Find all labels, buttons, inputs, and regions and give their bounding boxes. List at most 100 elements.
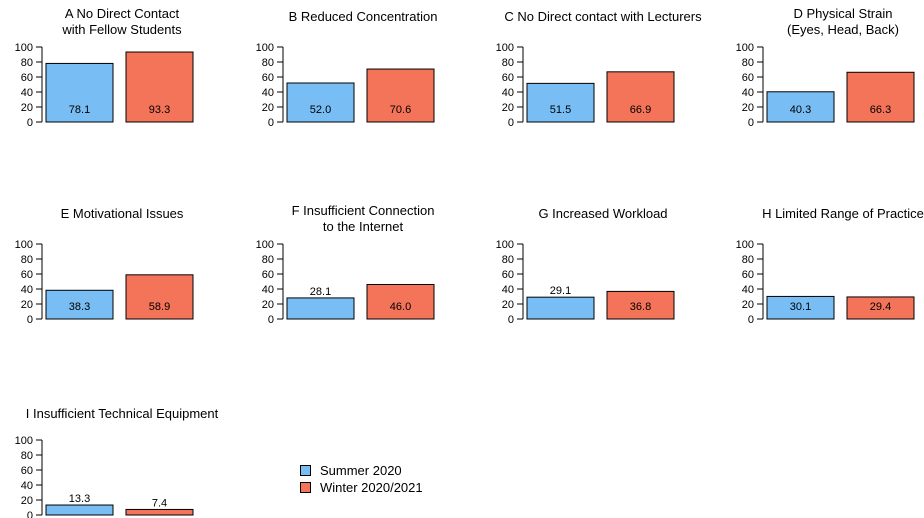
y-tick-label-a-0: 0 (27, 117, 33, 129)
bar-h-winter (846, 296, 915, 320)
y-tick-label-i-0: 0 (27, 510, 33, 518)
y-tick-label-c-40: 40 (502, 87, 514, 99)
bar-c-winter (606, 71, 675, 123)
y-tick-label-f-60: 60 (262, 269, 274, 281)
y-tick-label-c-80: 80 (502, 57, 514, 69)
chart-panel-i: I Insufficient Technical Equipment 0 20 40 6… (15, 406, 219, 518)
bar-c-summer (526, 82, 595, 123)
chart-title-e: E Motivational Issues (61, 206, 184, 221)
y-tick-label-c-100: 100 (496, 42, 514, 54)
y-tick-label-i-80: 80 (21, 450, 33, 462)
y-tick-label-g-40: 40 (502, 284, 514, 296)
y-tick-label-b-100: 100 (256, 42, 274, 54)
y-tick-label-h-80: 80 (742, 254, 754, 266)
chart-panel-d: D Physical Strain(Eyes, Head, Back) 0 20 40… (736, 6, 915, 129)
chart-title-d-line1: D Physical Strain (794, 6, 893, 21)
bar-value-label-g-summer: 29.1 (550, 285, 571, 297)
chart-panel-c: C No Direct contact with Lecturers 0 20 40 6… (496, 9, 702, 129)
legend-swatch-winter (300, 481, 311, 493)
bar-e-summer (45, 289, 114, 320)
bar-value-label-f-winter: 46.0 (390, 301, 411, 313)
y-tick-label-g-100: 100 (496, 239, 514, 251)
bar-e-winter (125, 274, 194, 320)
y-tick-label-h-60: 60 (742, 269, 754, 281)
y-tick-label-d-40: 40 (742, 87, 754, 99)
y-tick-label-b-0: 0 (268, 117, 274, 129)
bar-b-winter (366, 68, 435, 123)
chart-title-f-line2: to the Internet (323, 219, 404, 234)
y-tick-label-c-0: 0 (508, 117, 514, 129)
y-tick-label-h-0: 0 (748, 314, 754, 326)
y-tick-label-h-100: 100 (736, 239, 754, 251)
chart-title-b: B Reduced Concentration (289, 9, 438, 24)
bar-value-label-h-winter: 29.4 (870, 301, 891, 313)
y-tick-label-i-60: 60 (21, 465, 33, 477)
bar-value-label-d-summer: 40.3 (790, 104, 811, 116)
bar-value-label-c-summer: 51.5 (550, 104, 571, 116)
bar-value-label-b-summer: 52.0 (310, 104, 331, 116)
legend-item-winter: Winter 2020/2021 (300, 479, 423, 495)
y-tick-label-e-100: 100 (15, 239, 33, 251)
bar-value-label-d-winter: 66.3 (870, 104, 891, 116)
bar-f-winter (366, 284, 435, 320)
chart-title-c: C No Direct contact with Lecturers (504, 9, 702, 24)
y-tick-label-b-80: 80 (262, 57, 274, 69)
y-tick-label-d-60: 60 (742, 72, 754, 84)
y-tick-label-a-100: 100 (15, 42, 33, 54)
y-tick-label-e-80: 80 (21, 254, 33, 266)
bar-value-label-b-winter: 70.6 (390, 104, 411, 116)
y-tick-label-e-20: 20 (21, 299, 33, 311)
y-tick-label-d-0: 0 (748, 117, 754, 129)
legend: Summer 2020 Winter 2020/2021 (300, 462, 423, 496)
chart-title-a-line1: A No Direct Contact (65, 6, 180, 21)
chart-title-g: G Increased Workload (538, 206, 667, 221)
chart-title-a-line2: with Fellow Students (61, 22, 182, 37)
y-tick-label-e-60: 60 (21, 269, 33, 281)
y-tick-label-f-0: 0 (268, 314, 274, 326)
bar-value-label-g-winter: 36.8 (630, 301, 651, 313)
bar-d-summer (766, 91, 835, 123)
bar-value-label-f-summer: 28.1 (310, 286, 331, 298)
y-tick-label-g-20: 20 (502, 299, 514, 311)
y-tick-label-e-0: 0 (27, 314, 33, 326)
y-tick-label-b-20: 20 (262, 102, 274, 114)
y-tick-label-g-0: 0 (508, 314, 514, 326)
bar-d-winter (846, 71, 915, 123)
chart-title-i: I Insufficient Technical Equipment (26, 406, 219, 421)
y-tick-label-f-80: 80 (262, 254, 274, 266)
bar-value-label-i-winter: 7.4 (152, 497, 167, 509)
legend-label-summer: Summer 2020 (320, 462, 402, 478)
y-tick-label-a-80: 80 (21, 57, 33, 69)
bar-value-label-e-winter: 58.9 (149, 301, 170, 313)
bar-value-label-a-winter: 93.3 (149, 104, 170, 116)
bar-value-label-h-summer: 30.1 (790, 301, 811, 313)
y-tick-label-h-40: 40 (742, 284, 754, 296)
y-tick-label-g-60: 60 (502, 269, 514, 281)
y-tick-label-d-100: 100 (736, 42, 754, 54)
legend-label-winter: Winter 2020/2021 (320, 479, 423, 495)
y-tick-label-a-60: 60 (21, 72, 33, 84)
bar-a-summer (45, 62, 114, 123)
bar-a-winter (125, 51, 194, 123)
chart-panel-b: B Reduced Concentration 0 20 40 60 80 100 52.0 7… (256, 9, 438, 129)
bar-f-summer (286, 297, 355, 320)
bar-g-winter (606, 290, 675, 320)
legend-item-summer: Summer 2020 (300, 462, 423, 478)
y-tick-label-a-40: 40 (21, 87, 33, 99)
y-tick-label-d-80: 80 (742, 57, 754, 69)
bar-i-winter (125, 508, 194, 516)
bar-value-label-e-summer: 38.3 (69, 301, 90, 313)
y-tick-label-b-40: 40 (262, 87, 274, 99)
bar-value-label-a-summer: 78.1 (69, 104, 90, 116)
chart-panel-h: H Limited Range of Practice 0 20 40 60 80 100 3… (736, 206, 924, 326)
y-tick-label-f-100: 100 (256, 239, 274, 251)
bar-value-label-c-winter: 66.9 (630, 104, 651, 116)
chart-title-f-line1: F Insufficient Connection (292, 203, 435, 218)
bar-i-summer (45, 504, 114, 516)
chart-panel-e: E Motivational Issues 0 20 40 60 80 100 38.3 58.… (15, 206, 194, 326)
y-tick-label-f-40: 40 (262, 284, 274, 296)
y-tick-label-i-100: 100 (15, 435, 33, 447)
